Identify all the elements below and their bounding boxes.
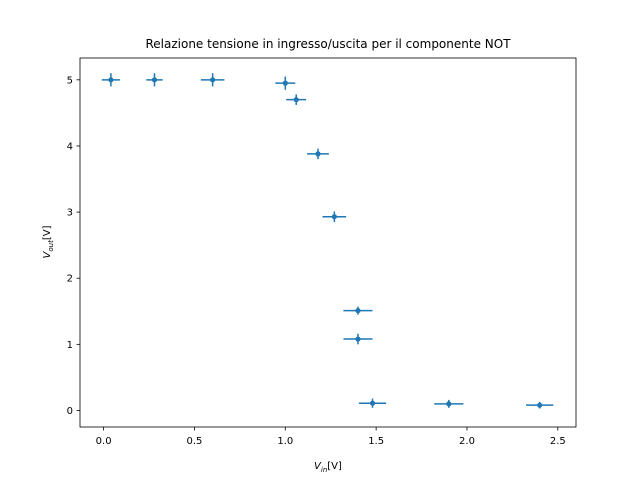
y-tick-label: 5: [67, 75, 73, 86]
x-tick-label: 0.0: [96, 436, 112, 447]
y-axis-label: Vout[V]: [42, 225, 55, 258]
y-tick-label: 3: [67, 208, 73, 219]
y-tick-label: 1: [67, 340, 73, 351]
point-marker: [282, 80, 288, 86]
x-label-subscript: in: [321, 466, 327, 474]
data-series: [101, 73, 554, 409]
data-point: [322, 211, 347, 222]
y-label-base: V: [42, 250, 53, 258]
x-tick-label: 1.0: [277, 436, 293, 447]
point-marker: [151, 77, 158, 83]
data-point: [307, 148, 329, 160]
x-tick-label: 2.5: [550, 436, 566, 447]
y-tick-label: 0: [67, 406, 73, 417]
point-marker: [331, 214, 337, 220]
data-point: [526, 401, 554, 409]
data-point: [343, 333, 373, 345]
x-label-unit: [V]: [327, 461, 342, 472]
data-point: [200, 73, 225, 87]
x-tick-label: 2.0: [459, 436, 475, 447]
data-point: [343, 306, 373, 315]
point-marker: [537, 402, 543, 408]
data-point: [286, 94, 307, 105]
y-label-subscript: out: [47, 240, 55, 252]
x-tick-label: 0.5: [187, 436, 203, 447]
point-marker: [210, 77, 216, 83]
data-point: [434, 399, 464, 408]
y-tick-label: 4: [67, 141, 73, 152]
x-label-base: V: [314, 461, 322, 472]
data-point: [101, 73, 120, 87]
point-marker: [355, 308, 361, 314]
point-marker: [355, 336, 361, 342]
point-marker: [369, 400, 376, 406]
x-tick-label: 1.5: [368, 436, 384, 447]
point-marker: [293, 97, 299, 103]
x-axis-ticks: 0.0 0.5 1.0 1.5 2.0 2.5: [96, 427, 566, 447]
data-point: [358, 398, 387, 408]
y-tick-label: 2: [67, 274, 73, 285]
axes-frame: [79, 57, 577, 428]
chart-title: Relazione tensione in ingresso/uscita pe…: [145, 37, 511, 51]
point-marker: [446, 401, 452, 407]
y-axis-ticks: 0 1 2 3 4 5: [67, 75, 80, 417]
y-label-unit: [V]: [42, 225, 53, 240]
point-marker: [315, 151, 321, 157]
data-point: [275, 76, 296, 90]
data-point: [146, 73, 163, 87]
x-axis-label: Vin[V]: [314, 461, 342, 474]
point-marker: [108, 77, 114, 83]
